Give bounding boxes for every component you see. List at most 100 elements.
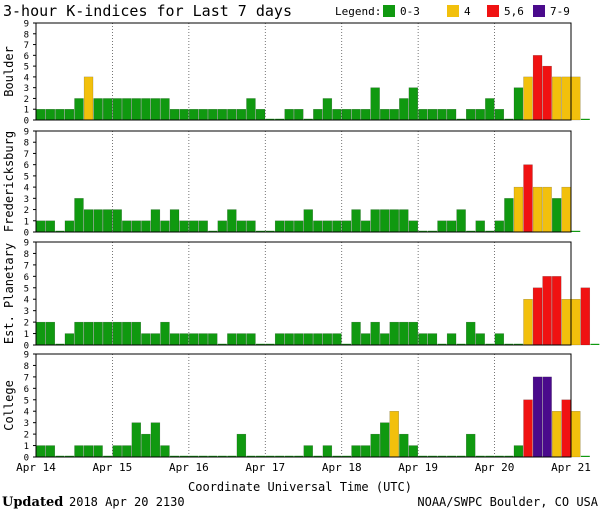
kp-bar (188, 220, 199, 233)
updated-value: 2018 Apr 20 2130 (69, 495, 185, 509)
kp-bar (294, 220, 304, 233)
kp-bar (360, 109, 371, 121)
y-tick-label: 8 (24, 250, 29, 260)
updated-label: Updated (2, 495, 63, 510)
y-tick-label: 0 (24, 229, 29, 239)
kp-bar (313, 333, 323, 346)
kp-bar (45, 109, 56, 121)
kp-bar (236, 433, 247, 458)
panel-3: 0 12 34 56 789 College (2, 351, 590, 464)
kp-bar (427, 333, 438, 346)
y-tick-label: 9 (24, 128, 29, 138)
kp-bar (446, 220, 457, 233)
source-credit: NOAA/SWPC Boulder, CO USA (417, 495, 598, 509)
kp-bar (150, 422, 161, 458)
kp-bar (169, 109, 180, 121)
kp-bar (360, 333, 371, 346)
kp-bar (504, 455, 514, 457)
kp-bar (580, 287, 591, 346)
kp-bar (399, 98, 409, 121)
y-tick-label: 3 (24, 419, 29, 429)
kp-bar (236, 333, 247, 346)
kp-bar (55, 455, 65, 457)
y-tick-label: 6 (24, 273, 29, 283)
kp-bar (55, 109, 65, 121)
kp-bar (274, 333, 285, 346)
legend-entry-0: 0-3 (400, 5, 420, 18)
kp-bar (380, 422, 390, 458)
x-axis-label: Coordinate Universal Time (UTC) (188, 480, 412, 494)
kp-bar (399, 433, 409, 458)
kp-bar (169, 333, 180, 346)
kp-bar (256, 230, 265, 232)
kp-bar (284, 109, 294, 121)
x-axis-ticks: Apr 14 Apr 15 Apr 16 Apr 17 Apr 18 Apr 19 Apr … (16, 461, 591, 474)
kp-bar (83, 321, 94, 346)
panel-name: Boulder (2, 46, 16, 97)
kp-bar (141, 220, 151, 233)
kp-bar (274, 220, 285, 233)
kp-bar (351, 321, 361, 346)
kp-bar (170, 455, 180, 457)
kp-bar (122, 220, 132, 233)
kp-bar (370, 321, 380, 346)
kp-bar (418, 109, 428, 121)
legend-entry-1: 4 (464, 5, 471, 18)
kp-bar (55, 230, 65, 232)
kp-bar (532, 376, 543, 458)
y-tick-label: 4 (24, 408, 29, 418)
kp-bar (342, 343, 351, 345)
kp-bar (370, 87, 380, 121)
kp-bar (485, 230, 495, 232)
y-tick-label: 3 (24, 307, 29, 317)
kp-bar (217, 220, 227, 233)
kp-bar (74, 98, 84, 121)
legend: Legend: 0-3 4 5,6 7-9 (335, 5, 570, 18)
kp-bar (542, 65, 552, 121)
kp-bar (208, 333, 218, 346)
kp-bar (275, 455, 285, 457)
kp-bar (83, 76, 94, 121)
kp-bar (227, 455, 237, 457)
kp-bar (485, 343, 495, 345)
kp-bar (561, 399, 571, 458)
y-tick-label: 5 (24, 172, 29, 182)
kp-bar (122, 98, 132, 121)
kp-bar (322, 98, 333, 121)
kp-bar (494, 333, 505, 346)
kp-bar (74, 445, 84, 458)
kp-bar (332, 109, 342, 121)
kp-bar (446, 109, 457, 121)
panel-frame (35, 353, 572, 458)
kp-bar (83, 445, 94, 458)
kp-bar (475, 455, 485, 457)
kp-bar (141, 333, 151, 346)
kp-bar (513, 186, 524, 233)
kp-bar (466, 109, 476, 121)
y-tick-label: 1 (24, 217, 29, 227)
kp-bar (437, 455, 447, 457)
kp-bar (532, 186, 543, 233)
kp-bar (580, 118, 590, 120)
y-tick-label: 6 (24, 161, 29, 171)
kp-bar (313, 109, 323, 121)
kp-bar (74, 198, 84, 233)
kp-bar (303, 333, 313, 346)
kp-bar (485, 455, 495, 457)
kp-bar (303, 118, 313, 120)
y-tick-label: 9 (24, 239, 29, 249)
kp-bar (466, 230, 476, 232)
kp-bar (542, 276, 552, 346)
kp-bar (504, 343, 514, 345)
x-tick-label: Apr 17 (245, 461, 285, 474)
kp-bar (294, 109, 304, 121)
kp-bar (294, 455, 304, 457)
kp-bar (45, 445, 56, 458)
kp-bar (447, 455, 457, 457)
kp-bar (322, 220, 333, 233)
kp-bar (227, 333, 237, 346)
kp-bar (380, 109, 390, 121)
kp-bar (160, 321, 170, 346)
kp-bar (399, 321, 409, 346)
